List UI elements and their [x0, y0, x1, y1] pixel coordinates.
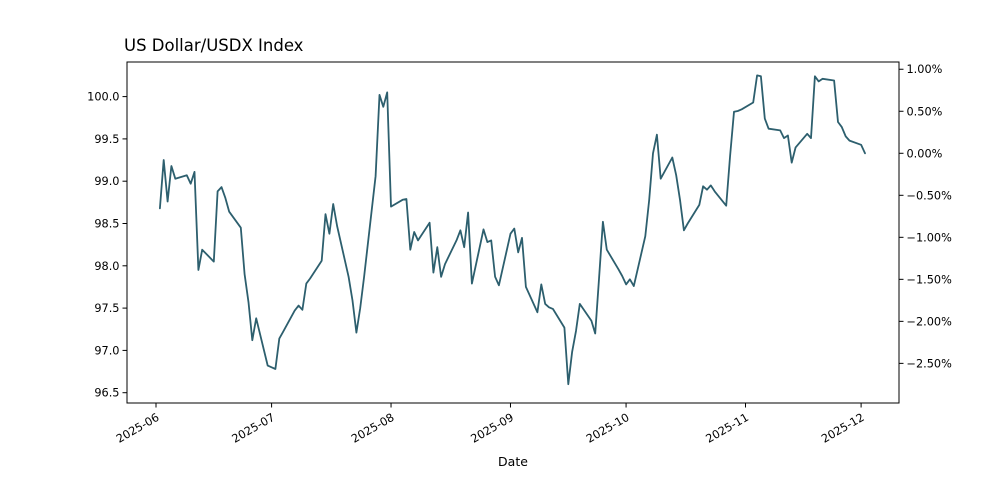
pct-tick-label: −1.50% — [907, 273, 953, 286]
x-tick-label: 2025-07 — [230, 411, 277, 446]
pct-tick-label: −1.00% — [907, 231, 953, 244]
pct-tick-label: −0.50% — [907, 189, 953, 202]
y-tick-label: 99.5 — [94, 133, 119, 146]
chart-title: US Dollar/USDX Index — [124, 36, 304, 55]
x-tick-label: 2025-06 — [114, 411, 161, 446]
y-tick-label: 96.5 — [94, 387, 119, 400]
x-tick-label: 2025-12 — [819, 411, 866, 446]
pct-tick-label: 0.00% — [907, 147, 943, 160]
y-tick-label: 98.0 — [94, 260, 119, 273]
price-line-group — [159, 74, 866, 386]
y-tick-label: 97.5 — [94, 302, 119, 315]
x-tick-label: 2025-09 — [469, 411, 516, 446]
x-tick-label: 2025-11 — [704, 411, 751, 446]
pct-tick-label: 1.00% — [907, 63, 943, 76]
price-line — [159, 74, 866, 386]
x-axis-title: Date — [498, 454, 528, 469]
y-tick-label: 97.0 — [94, 344, 119, 357]
y-tick-label: 98.5 — [94, 218, 119, 231]
plot-area-border — [126, 61, 900, 404]
x-tick-label: 2025-08 — [349, 411, 396, 446]
y-tick-label: 100.0 — [87, 91, 119, 104]
pct-tick-label: −2.00% — [907, 315, 953, 328]
x-tick-label: 2025-10 — [584, 411, 631, 446]
pct-tick-label: 0.50% — [907, 105, 943, 118]
y-tick-label: 99.0 — [94, 175, 119, 188]
pct-tick-label: −2.50% — [907, 357, 953, 370]
axis-ticks: 100.0 99.5 99.0 98.5 98.0 97.5 97.0 96.5 1.00% 0.… — [87, 63, 952, 445]
